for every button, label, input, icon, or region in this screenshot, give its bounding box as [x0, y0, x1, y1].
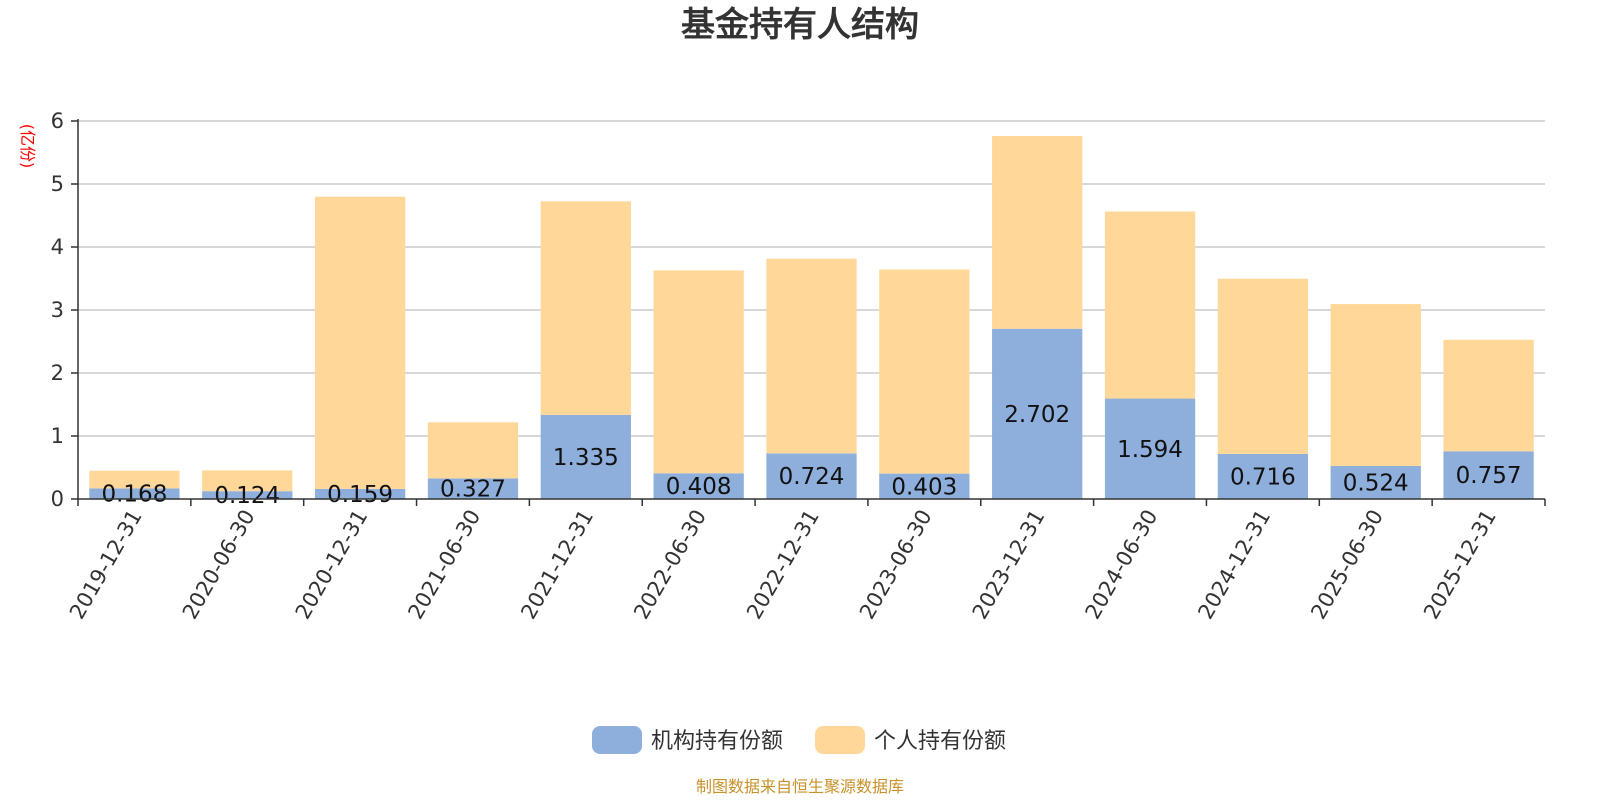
y-tick-label: 0 — [51, 487, 64, 511]
source-note: 制图数据来自恒生聚源数据库 — [696, 777, 904, 796]
x-tick-label: 2022-12-31 — [742, 506, 824, 624]
bar-individual[interactable] — [1330, 304, 1421, 466]
bar-institutional[interactable] — [89, 488, 180, 499]
x-tick-label: 2024-12-31 — [1193, 506, 1275, 624]
bar-individual[interactable] — [1217, 278, 1309, 454]
data-label: 0.408 — [666, 474, 732, 500]
data-label: 1.335 — [553, 445, 619, 471]
bar-institutional[interactable] — [540, 414, 631, 499]
bar-institutional[interactable] — [992, 328, 1083, 499]
data-label: 0.716 — [1230, 464, 1296, 490]
legend[interactable]: 机构持有份额 个人持有份额 — [592, 726, 1006, 754]
bar-individual[interactable] — [1443, 339, 1534, 452]
data-label: 0.724 — [779, 464, 845, 490]
x-tick-label: 2025-12-31 — [1419, 506, 1501, 624]
data-label: 0.168 — [101, 482, 167, 508]
bar-individual[interactable] — [879, 269, 970, 474]
data-label: 2.702 — [1004, 402, 1070, 428]
x-tick-label: 2023-12-31 — [968, 506, 1050, 624]
bar-institutional[interactable] — [427, 478, 519, 499]
y-tick-label: 1 — [51, 424, 64, 448]
x-tick-label: 2020-12-31 — [291, 506, 373, 624]
x-tick-label: 2024-06-30 — [1081, 506, 1163, 624]
legend-label[interactable]: 个人持有份额 — [874, 729, 1006, 754]
legend-swatch[interactable] — [815, 726, 865, 754]
bar-individual[interactable] — [1104, 211, 1196, 399]
x-tick-label: 2020-06-30 — [178, 506, 260, 624]
x-tick-label: 2021-12-31 — [516, 506, 598, 624]
bar-institutional[interactable] — [653, 473, 744, 499]
y-axis-unit: (亿份) — [18, 124, 37, 169]
data-label: 0.159 — [327, 482, 393, 508]
data-label: 0.524 — [1343, 470, 1409, 496]
bar-institutional[interactable] — [314, 488, 406, 499]
bar-institutional[interactable] — [766, 453, 857, 499]
data-label: 0.757 — [1456, 463, 1522, 489]
y-tick-label: 2 — [51, 361, 64, 385]
x-tick-label: 2025-06-30 — [1306, 506, 1388, 624]
bar-individual[interactable] — [540, 201, 631, 415]
bar-individual[interactable] — [992, 135, 1083, 329]
y-tick-label: 3 — [51, 298, 64, 322]
bar-institutional[interactable] — [1217, 453, 1309, 499]
data-label: 0.403 — [891, 474, 957, 500]
bar-individual[interactable] — [314, 196, 406, 489]
bar-individual[interactable] — [89, 470, 180, 489]
bar-institutional[interactable] — [1443, 451, 1534, 499]
bar-individual[interactable] — [766, 258, 857, 454]
x-tick-label: 2019-12-31 — [65, 506, 147, 624]
bar-individual[interactable] — [202, 470, 293, 492]
legend-label[interactable]: 机构持有份额 — [651, 729, 783, 754]
bar-individual[interactable] — [427, 422, 519, 479]
x-tick-label: 2023-06-30 — [855, 506, 937, 624]
bar-institutional[interactable] — [202, 491, 293, 499]
bar-institutional[interactable] — [1104, 398, 1196, 499]
bar-individual[interactable] — [653, 270, 744, 474]
data-label: 0.124 — [214, 483, 280, 509]
x-tick-label: 2021-06-30 — [403, 506, 485, 624]
bar-institutional[interactable] — [1330, 465, 1421, 499]
data-label: 1.594 — [1117, 437, 1183, 463]
legend-swatch[interactable] — [592, 726, 642, 754]
chart-title: 基金持有人结构 — [681, 5, 919, 45]
x-tick-label: 2022-06-30 — [629, 506, 711, 624]
y-tick-label: 5 — [51, 172, 64, 196]
y-tick-label: 6 — [51, 109, 64, 133]
bar-institutional[interactable] — [879, 473, 970, 499]
y-tick-label: 4 — [51, 235, 64, 259]
